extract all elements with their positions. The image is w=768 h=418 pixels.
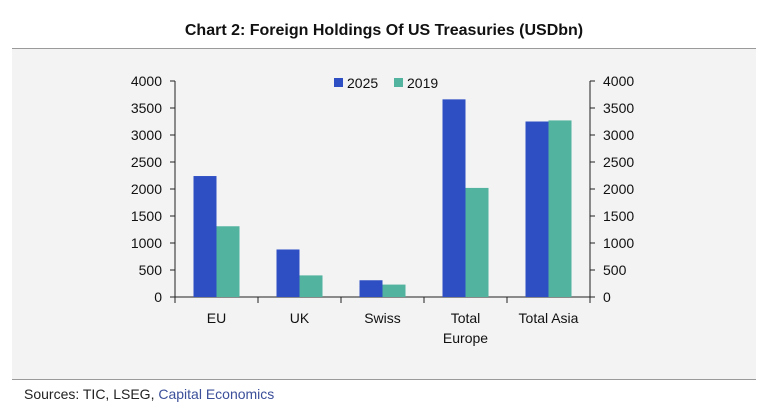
y-tick-label-left: 1500 [131,208,162,224]
category-label: Total [451,310,481,326]
bar-2025 [442,99,466,297]
y-tick-label-right: 1500 [603,208,634,224]
title-bar: Chart 2: Foreign Holdings Of US Treasuri… [0,0,768,48]
y-tick-label-left: 2500 [131,154,162,170]
y-tick-label-left: 4000 [131,73,162,89]
y-tick-label-right: 500 [603,262,627,278]
y-tick-label-right: 3000 [603,127,634,143]
category-label: UK [290,310,310,326]
y-tick-label-right: 0 [603,289,611,305]
chart-title: Chart 2: Foreign Holdings Of US Treasuri… [184,22,584,39]
legend-swatch-2025 [334,78,343,87]
legend-label-2025: 2025 [347,75,378,91]
bar-2025 [359,280,383,297]
y-tick-label-left: 3500 [131,100,162,116]
bar-2025 [276,249,300,297]
bar-2025 [525,121,549,297]
bar-2019 [216,226,240,297]
category-label: Total Asia [519,310,579,326]
y-tick-label-right: 4000 [603,73,634,89]
bar-2019 [299,275,323,297]
legend-swatch-2019 [394,78,403,87]
sources-prefix: Sources: TIC, LSEG, [24,386,159,402]
y-tick-label-left: 1000 [131,235,162,251]
bottom-rule [12,379,756,380]
y-tick-label-right: 1000 [603,235,634,251]
y-tick-label-left: 0 [154,289,162,305]
y-tick-label-left: 500 [139,262,163,278]
category-label: Swiss [364,310,401,326]
y-tick-label-left: 2000 [131,181,162,197]
sources-note: Sources: TIC, LSEG, Capital Economics [24,386,274,402]
y-tick-label-right: 3500 [603,100,634,116]
top-rule [12,48,756,49]
bar-2019 [382,284,406,297]
bar-2019 [465,187,489,297]
y-tick-label-right: 2000 [603,181,634,197]
sources-link[interactable]: Capital Economics [158,386,275,402]
y-tick-label-right: 2500 [603,154,634,170]
bar-2019 [548,120,572,297]
legend-label-2019: 2019 [407,75,438,91]
category-label: EU [207,310,226,326]
category-label: Europe [443,330,488,346]
y-tick-label-left: 3000 [131,127,162,143]
bar-2025 [193,176,217,297]
plot-background [12,49,756,379]
